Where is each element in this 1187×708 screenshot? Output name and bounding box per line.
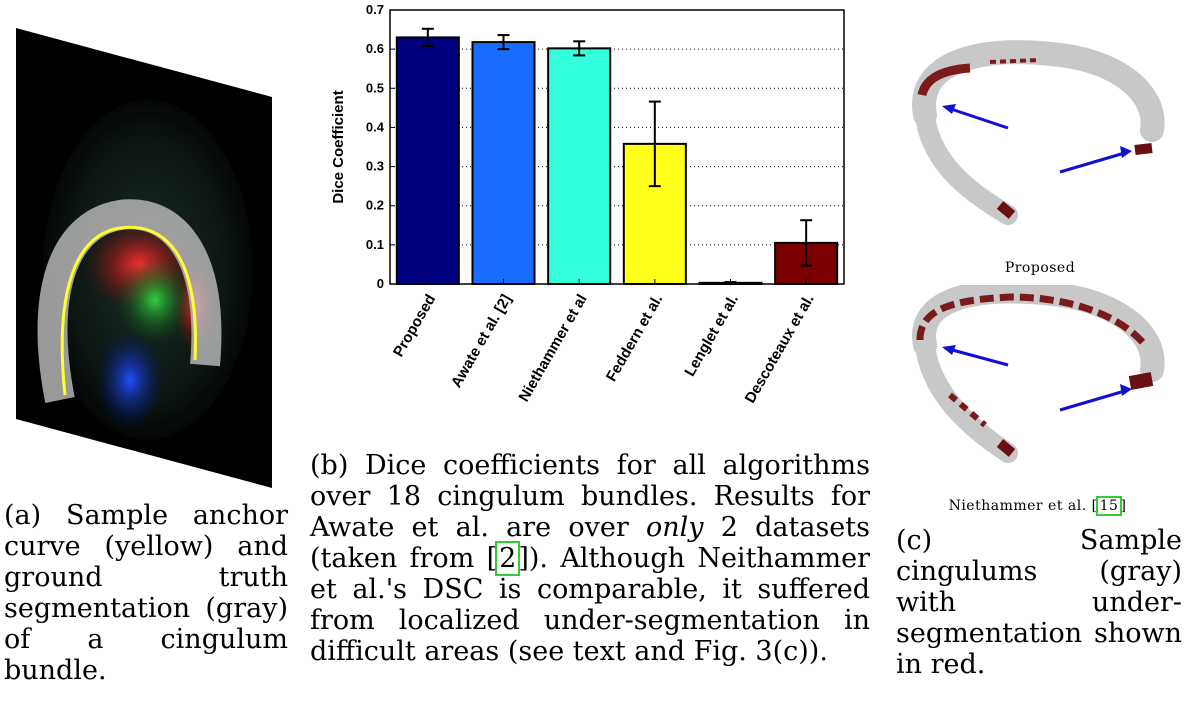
arrow-head-icon <box>1120 146 1132 158</box>
cingulum-proposed-image <box>912 40 1165 225</box>
y-tick-label: 0.7 <box>366 2 384 17</box>
y-tick-label: 0.1 <box>366 237 384 252</box>
arrow-head-icon <box>1120 384 1132 396</box>
bar <box>395 36 460 286</box>
label-niethammer-end: ] <box>1120 498 1127 514</box>
x-category-label: Niethammer et al <box>515 292 590 405</box>
dice-bar-chart: 0 0.1 0.2 0.3 0.4 0.5 0.6 0.7 Dice Coefficient Pr… <box>330 2 845 407</box>
citation-link-2[interactable]: 2 <box>495 541 521 576</box>
panel-a: (a) Sample anchor curve (yellow) and gro… <box>0 0 290 708</box>
y-axis-label: Dice Coefficient <box>330 90 347 203</box>
x-category-label: Lenglet et al. <box>681 292 742 380</box>
caption-b-part3: ]). Although Neithammer et al.'s DSC is … <box>310 543 870 667</box>
panel-b-caption: (b) Dice coefficients for all algorithms… <box>310 450 870 667</box>
x-category-label: Proposed <box>390 292 439 360</box>
arrow-head-icon <box>942 104 956 114</box>
x-category-label: Descoteaux et al. <box>742 292 818 407</box>
caption-b-part1: (b) Dice coefficients for all algorithms… <box>310 450 870 543</box>
citation-link-15[interactable]: 15 <box>1095 496 1123 516</box>
panel-c-caption: (c) Sample cingulums (gray) with under-s… <box>896 525 1182 680</box>
caption-b-emphasis: only <box>645 512 704 543</box>
panel-a-caption: (a) Sample anchor curve (yellow) and gro… <box>4 500 288 686</box>
bar <box>471 41 536 286</box>
x-category-label: Awate et al. [2] <box>448 292 515 391</box>
y-tick-label: 0.6 <box>366 41 384 56</box>
bar <box>547 47 612 285</box>
arrow-icon <box>1059 388 1129 412</box>
arrow-head-icon <box>942 345 956 355</box>
plot-frame <box>389 9 845 285</box>
label-niethammer: Niethammer et al. [15] <box>910 496 1165 516</box>
label-niethammer-text: Niethammer et al. [ <box>948 498 1098 514</box>
y-tick-label: 0.4 <box>366 119 385 134</box>
x-category-label: Feddern et al. <box>603 292 666 385</box>
caption-b-part2: 2 datasets (taken from [ <box>310 512 870 574</box>
y-tick-label: 0.3 <box>366 159 384 174</box>
panel-c: Proposed Niethammer et al. [15] (c) Samp… <box>890 0 1187 708</box>
cingulum-niethammer-image <box>912 285 1165 463</box>
panel-b: 0 0.1 0.2 0.3 0.4 0.5 0.6 0.7 Dice Coefficient Pr… <box>296 0 886 708</box>
y-tick-label: 0.5 <box>366 80 384 95</box>
arrow-icon <box>944 346 1009 367</box>
arrow-icon <box>1059 150 1129 174</box>
label-proposed: Proposed <box>1004 260 1076 276</box>
y-tick-label: 0.2 <box>366 198 384 213</box>
arrow-icon <box>944 105 1009 130</box>
brain-slice-image <box>16 28 272 488</box>
y-tick-label: 0 <box>377 276 384 291</box>
